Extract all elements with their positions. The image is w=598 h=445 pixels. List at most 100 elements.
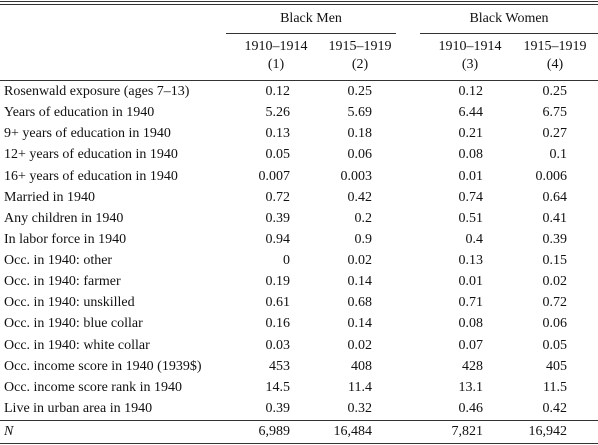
cell: 0.02 <box>542 274 568 290</box>
row-label: Occ. in 1940: blue collar <box>4 316 143 332</box>
cell: 0.1 <box>549 147 568 163</box>
column-years: 1915–1919 <box>328 39 392 54</box>
cell: 0.01 <box>458 274 484 290</box>
group-rule <box>420 33 598 34</box>
cell: 0.12 <box>265 84 291 99</box>
row-label: Live in urban area in 1940 <box>4 400 153 416</box>
cell: 0.25 <box>542 84 568 99</box>
cell: 0.39 <box>265 400 291 416</box>
cell: 0.13 <box>265 126 291 142</box>
cell: 0.74 <box>458 189 484 205</box>
cell: 0.07 <box>458 337 484 353</box>
row-label: 12+ years of education in 1940 <box>4 147 178 163</box>
cell: 0.18 <box>347 126 373 142</box>
cell: 0.42 <box>542 400 568 416</box>
row-label: Occ. income score rank in 1940 <box>4 379 183 395</box>
row-label: Occ. in 1940: unskilled <box>4 295 135 311</box>
row-label: Occ. in 1940: farmer <box>4 274 121 290</box>
cell: 405 <box>546 358 567 374</box>
cell: 0.05 <box>265 147 291 163</box>
column-years: 1910–1914 <box>244 39 308 54</box>
column-number: (2) <box>351 57 369 72</box>
cell: 0.01 <box>458 168 484 184</box>
cell: 428 <box>462 358 483 374</box>
cell: 0.12 <box>458 84 484 99</box>
cell: 0.71 <box>458 295 484 311</box>
cell: 0.007 <box>258 168 291 184</box>
cell: 0.39 <box>542 231 568 247</box>
row-label: 9+ years of education in 1940 <box>4 126 171 142</box>
column-years: 1910–1914 <box>438 39 502 54</box>
cell: 0.51 <box>458 210 484 226</box>
cell: 0.19 <box>265 274 291 290</box>
cell: 0.06 <box>347 147 373 163</box>
row-label: Any children in 1940 <box>4 210 124 226</box>
cell: 0.21 <box>458 126 484 142</box>
group-header: Black Women <box>469 11 549 26</box>
cell: 13.1 <box>458 379 484 395</box>
footer-rule <box>0 420 598 421</box>
cell: 0.15 <box>542 253 568 269</box>
footer-label: N <box>4 424 14 439</box>
cell: 0.14 <box>347 274 373 290</box>
cell: 0.72 <box>542 295 568 311</box>
row-label: Years of education in 1940 <box>4 105 155 121</box>
cell: 0 <box>283 253 290 269</box>
cell: 0.42 <box>347 189 373 205</box>
group-rule <box>226 33 396 34</box>
cell: 11.5 <box>543 379 567 395</box>
cell: 5.26 <box>265 105 291 121</box>
cell: 0.27 <box>542 126 568 142</box>
cell: 0.68 <box>347 295 373 311</box>
cell: 0.05 <box>542 337 568 353</box>
cell: 408 <box>351 358 372 374</box>
cell: 0.32 <box>347 400 373 416</box>
rule-top <box>0 4 598 5</box>
cell: 0.006 <box>535 168 568 184</box>
cell: 0.003 <box>340 168 373 184</box>
cell: 0.08 <box>458 147 484 163</box>
column-number: (1) <box>267 57 285 72</box>
row-label: Rosenwald exposure (ages 7–13) <box>4 84 190 99</box>
cell: 0.02 <box>347 253 373 269</box>
footer-cell: 16,484 <box>333 424 373 439</box>
header-rule <box>0 80 598 81</box>
cell: 0.61 <box>265 295 291 311</box>
cell: 0.02 <box>347 337 373 353</box>
cell: 0.46 <box>458 400 484 416</box>
cell: 5.69 <box>347 105 373 121</box>
row-label: Occ. in 1940: white collar <box>4 337 150 353</box>
row-label: In labor force in 1940 <box>4 231 127 247</box>
cell: 0.64 <box>542 189 568 205</box>
column-number: (4) <box>546 57 564 72</box>
cell: 0.16 <box>265 316 291 332</box>
cell: 0.72 <box>265 189 291 205</box>
rule-top <box>0 1 598 2</box>
cell: 0.2 <box>354 210 373 226</box>
cell: 0.03 <box>265 337 291 353</box>
cell: 6.44 <box>458 105 484 121</box>
cell: 0.25 <box>347 84 373 99</box>
cell: 0.39 <box>265 210 291 226</box>
footer-cell: 7,821 <box>451 424 484 439</box>
footer-cell: 6,989 <box>258 424 291 439</box>
cell: 11.4 <box>348 379 372 395</box>
cell: 0.13 <box>458 253 484 269</box>
row-label: Married in 1940 <box>4 189 95 205</box>
row-label: 16+ years of education in 1940 <box>4 168 178 184</box>
cell: 453 <box>269 358 290 374</box>
cell: 0.94 <box>265 231 291 247</box>
column-years: 1915–1919 <box>523 39 587 54</box>
group-header: Black Men <box>280 11 342 26</box>
cell: 0.4 <box>465 231 484 247</box>
column-number: (3) <box>461 57 479 72</box>
row-label: Occ. income score in 1940 (1939$) <box>4 358 202 374</box>
cell: 6.75 <box>542 105 568 121</box>
cell: 0.08 <box>458 316 484 332</box>
cell: 0.41 <box>542 210 568 226</box>
rule-bottom <box>0 443 598 444</box>
cell: 0.06 <box>542 316 568 332</box>
row-label: Occ. in 1940: other <box>4 253 113 269</box>
cell: 0.14 <box>347 316 373 332</box>
